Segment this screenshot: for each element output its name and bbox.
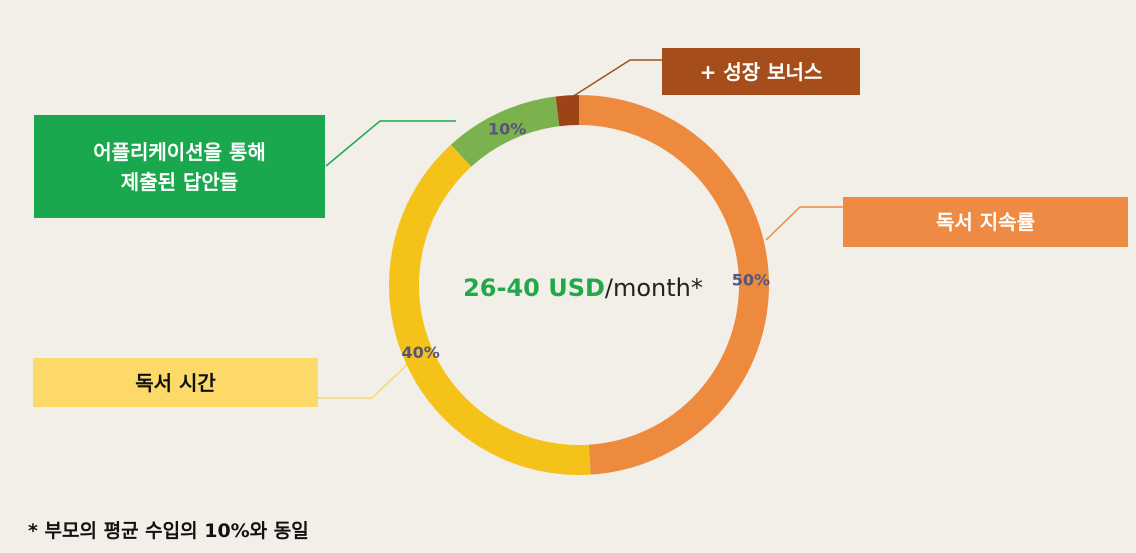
leader-line xyxy=(765,206,843,241)
leader-line xyxy=(571,59,662,98)
leader-line xyxy=(318,361,411,399)
value-label: 50% xyxy=(732,271,770,290)
category-label: 독서 시간 xyxy=(33,358,318,407)
category-label: 어플리케이션을 통해 제출된 답안들 xyxy=(34,115,325,218)
footnote: * 부모의 평균 수입의 10%와 동일 xyxy=(28,520,309,542)
center-text: 26-40 USD/month* xyxy=(463,274,703,302)
leader-line xyxy=(325,120,456,167)
donut-segment xyxy=(555,95,579,127)
center-unit: /month* xyxy=(605,274,703,302)
category-label: + 성장 보너스 xyxy=(662,48,860,95)
donut-segment xyxy=(579,95,769,475)
value-label: 40% xyxy=(401,343,439,362)
center-highlight: 26-40 USD xyxy=(463,274,605,302)
donut-segment xyxy=(450,96,560,167)
category-label: 독서 지속률 xyxy=(843,197,1128,247)
donut-segment xyxy=(389,144,591,475)
value-label: 10% xyxy=(488,120,526,139)
